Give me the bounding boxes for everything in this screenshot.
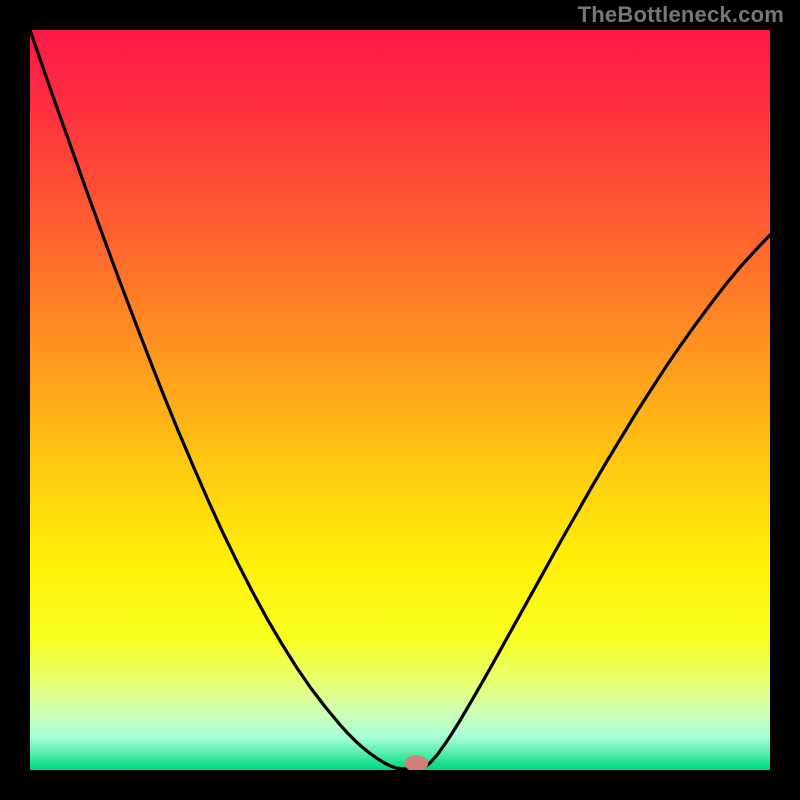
- plot-background: [30, 30, 770, 770]
- chart-frame: TheBottleneck.com: [0, 0, 800, 800]
- bottleneck-plot: [30, 30, 770, 770]
- watermark-label: TheBottleneck.com: [578, 2, 784, 28]
